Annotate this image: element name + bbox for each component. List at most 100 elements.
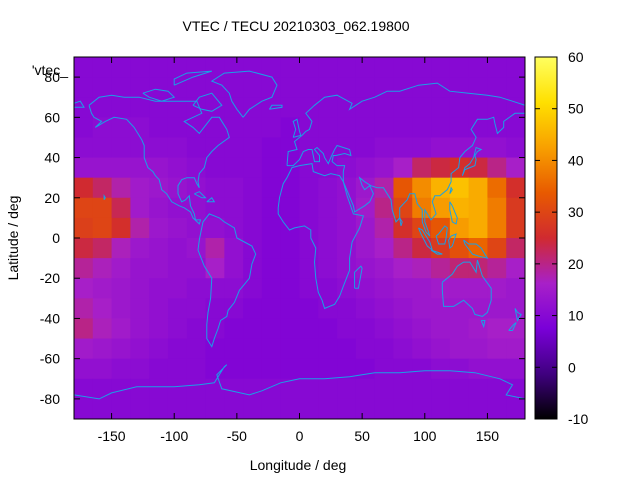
heatmap-cell — [224, 177, 244, 199]
heatmap-cell — [111, 97, 131, 118]
heatmap-cell — [449, 97, 470, 118]
heatmap-cell — [92, 378, 113, 400]
coastline — [268, 104, 283, 110]
heatmap-cell — [431, 57, 451, 78]
heatmap-cell — [111, 318, 131, 340]
heatmap-cell — [224, 77, 244, 98]
coastline — [463, 239, 489, 259]
heatmap-cell — [224, 137, 244, 159]
heatmap-cell — [149, 258, 169, 279]
y-tick-label: 60 — [44, 109, 60, 125]
heatmap-cell — [74, 378, 94, 400]
heatmap-cell — [355, 197, 376, 219]
heatmap-cell — [186, 238, 207, 259]
heatmap-cell — [74, 338, 94, 360]
heatmap-cell — [149, 197, 169, 219]
heatmap-cell — [393, 378, 413, 400]
heatmap-cell — [224, 318, 244, 340]
heatmap-cell — [337, 338, 357, 360]
heatmap-cell — [92, 77, 113, 98]
heatmap-cell — [449, 298, 470, 320]
heatmap-cell — [224, 338, 244, 360]
heatmap-cell — [506, 238, 525, 259]
heatmap-cell — [130, 378, 150, 400]
heatmap-cell — [337, 157, 357, 179]
heatmap-cell — [337, 378, 357, 400]
heatmap-cell — [431, 358, 451, 380]
heatmap-cell — [205, 117, 225, 139]
heatmap-cell — [506, 57, 525, 78]
heatmap-cell — [449, 258, 470, 279]
heatmap-cell — [280, 238, 301, 259]
heatmap-cell — [487, 298, 507, 320]
heatmap-cell — [412, 318, 432, 340]
heatmap-cell — [167, 77, 188, 98]
heatmap-cell — [374, 157, 395, 179]
heatmap-cell — [74, 137, 94, 159]
heatmap-cell — [149, 57, 169, 78]
heatmap-cell — [374, 137, 395, 159]
heatmap-cell — [280, 77, 301, 98]
heatmap-cell — [280, 197, 301, 219]
heatmap-cell — [92, 278, 113, 299]
colorbar-tick-label: 60 — [568, 49, 584, 65]
y-tick-label: 80 — [44, 69, 60, 85]
heatmap-cell — [261, 278, 282, 299]
heatmap-cell — [186, 298, 207, 320]
heatmap-cell — [412, 378, 432, 400]
heatmap-cell — [393, 137, 413, 159]
coastline — [192, 92, 223, 112]
x-tick-label: -100 — [160, 428, 188, 444]
coastline — [173, 70, 212, 86]
series-key-label: 'vtec_ — [32, 62, 68, 78]
heatmap-cell — [318, 57, 338, 78]
heatmap-cell — [487, 217, 507, 239]
heatmap-cell — [318, 258, 338, 279]
heatmap-cell — [393, 258, 413, 279]
heatmap-cell — [167, 358, 188, 380]
colorbar-tick-label: 50 — [568, 101, 584, 117]
heatmap-cell — [355, 398, 376, 419]
heatmap-cell — [167, 318, 188, 340]
heatmap-cell — [261, 318, 282, 340]
heatmap-cell — [243, 137, 263, 159]
heatmap-cell — [318, 77, 338, 98]
heatmap-cell — [449, 157, 470, 179]
heatmap-cell — [261, 238, 282, 259]
colorbar-tick-label: 10 — [568, 308, 584, 324]
heatmap-cell — [506, 298, 525, 320]
heatmap-cell — [92, 258, 113, 279]
heatmap-cell — [92, 238, 113, 259]
coastline — [210, 70, 278, 118]
heatmap-cell — [487, 238, 507, 259]
heatmap-cell — [149, 157, 169, 179]
heatmap-cell — [92, 197, 113, 219]
heatmap-cell — [111, 278, 131, 299]
heatmap-cell — [431, 117, 451, 139]
heatmap-cell — [393, 157, 413, 179]
heatmap-cell — [468, 77, 489, 98]
heatmap-cell — [393, 77, 413, 98]
heatmap-cell — [318, 97, 338, 118]
heatmap-cell — [468, 197, 489, 219]
x-axis: -150 -100 -50 0 50 100 150 — [98, 57, 499, 444]
heatmap-cell — [224, 358, 244, 380]
chart-title: VTEC / TECU 20210303_062.19800 — [182, 18, 409, 34]
heatmap-cell — [224, 157, 244, 179]
coastline — [206, 197, 216, 203]
heatmap-cell — [299, 398, 319, 419]
heatmap-cell — [130, 278, 150, 299]
heatmap-cell — [412, 177, 432, 199]
heatmap-cell — [374, 258, 395, 279]
heatmap-cell — [299, 57, 319, 78]
coastline — [448, 233, 457, 250]
heatmap-cell — [337, 238, 357, 259]
heatmap-cell — [130, 398, 150, 419]
heatmap-cell — [468, 217, 489, 239]
colorbar-tick-label: 30 — [568, 204, 584, 220]
heatmap-cell — [337, 398, 357, 419]
heatmap-cell — [506, 358, 525, 380]
heatmap-cell — [431, 398, 451, 419]
heatmap-cell — [261, 57, 282, 78]
